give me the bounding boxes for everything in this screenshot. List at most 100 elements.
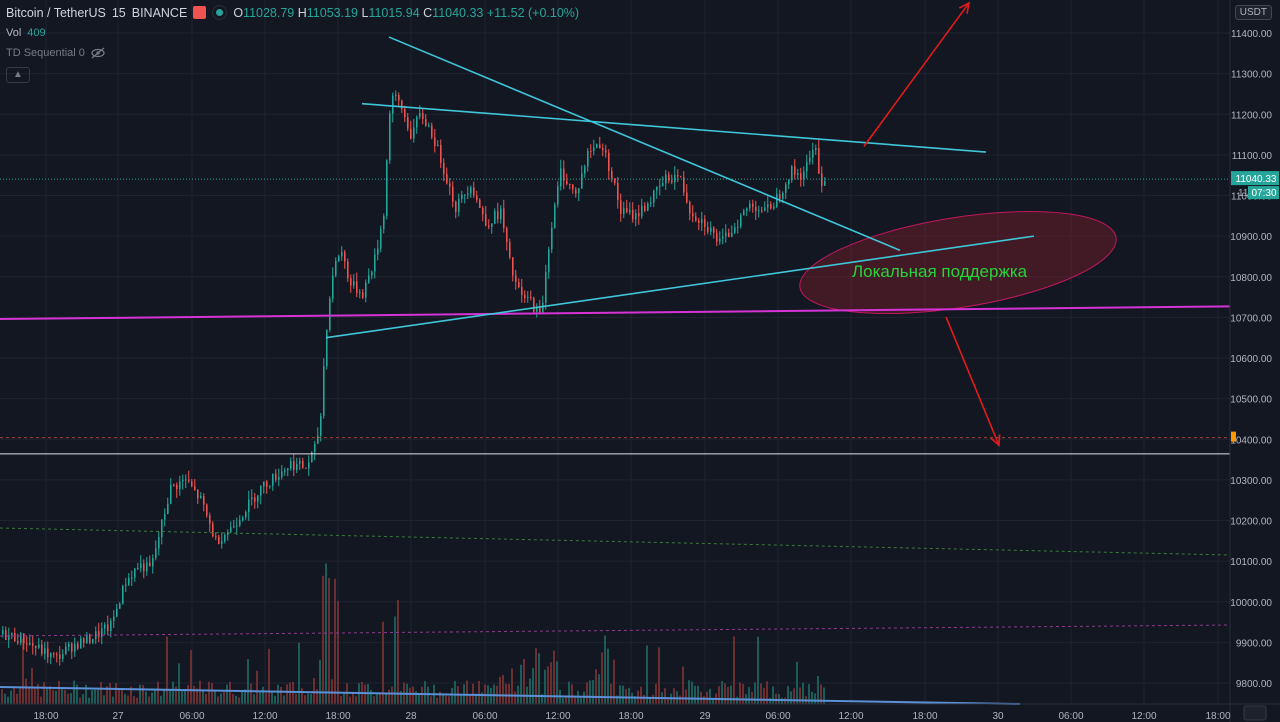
candle	[281, 471, 283, 477]
candle	[332, 275, 334, 299]
candle	[359, 292, 361, 294]
volume-bar	[241, 691, 243, 704]
volume-bar	[25, 678, 27, 704]
price-tick-label: 10600.00	[1230, 354, 1272, 365]
candle	[743, 210, 745, 216]
candle	[11, 633, 13, 635]
volume-bar	[316, 689, 318, 704]
volume-bar	[751, 691, 753, 704]
volume-bar	[118, 689, 120, 704]
volume-bar	[115, 683, 117, 704]
volume-bar	[736, 696, 738, 704]
volume-bar	[379, 694, 381, 704]
candle	[77, 643, 79, 649]
candle	[14, 633, 16, 642]
candle	[740, 215, 742, 227]
candle	[818, 148, 820, 174]
ma-line-blue	[0, 686, 1021, 705]
volume-bar	[7, 696, 9, 704]
volume-bar	[628, 687, 630, 704]
volume-bar	[430, 696, 432, 704]
horizontal-support-line	[0, 305, 1231, 320]
price-axis-background	[1230, 0, 1280, 722]
volume-bar	[274, 695, 276, 704]
candle	[656, 186, 658, 191]
volume-bar	[619, 685, 621, 704]
candle	[758, 210, 760, 212]
candle	[503, 208, 505, 228]
candle	[488, 225, 490, 227]
candle	[683, 177, 685, 193]
time-tick-label: 12:00	[838, 711, 863, 722]
candle	[641, 205, 643, 217]
volume-bar	[613, 659, 615, 704]
volume-bar	[472, 683, 474, 704]
candle	[269, 485, 271, 487]
symbol-name[interactable]: Bitcoin / TetherUS	[6, 5, 106, 20]
candle	[44, 648, 46, 654]
volume-bar	[343, 693, 345, 704]
price-tick-label: 10800.00	[1230, 273, 1272, 284]
volume-bar	[70, 693, 72, 704]
candle	[794, 166, 796, 175]
candle	[617, 182, 619, 201]
volume-bar	[445, 695, 447, 704]
interval[interactable]: 15	[111, 5, 126, 20]
candle	[521, 287, 523, 295]
flag-icon[interactable]	[193, 6, 207, 19]
volume-bar	[220, 693, 222, 704]
volume-bar	[160, 695, 162, 704]
volume-bar	[334, 578, 336, 704]
volume-bar	[199, 680, 201, 704]
volume-bar	[13, 686, 15, 704]
candle	[140, 563, 142, 568]
candle	[86, 634, 88, 643]
candle	[218, 536, 220, 544]
volume-bar	[265, 693, 267, 704]
volume-bar	[730, 685, 732, 704]
candle	[494, 211, 496, 224]
price-tick-label: 11300.00	[1231, 70, 1272, 81]
candle	[626, 208, 628, 213]
price-tick-label: 10300.00	[1230, 476, 1272, 487]
candle	[563, 168, 565, 181]
eye-hidden-icon[interactable]	[91, 47, 105, 59]
volume-bar	[583, 691, 585, 704]
candle	[290, 461, 292, 469]
volume-bar	[337, 600, 339, 704]
candle	[233, 526, 235, 528]
currency-badge[interactable]: USDT	[1234, 5, 1272, 20]
volume-bar	[547, 666, 549, 704]
candle	[791, 166, 793, 181]
volume-bar	[664, 688, 666, 704]
candle	[32, 643, 34, 646]
candle	[788, 180, 790, 185]
candle	[611, 170, 613, 179]
candle	[701, 219, 703, 223]
candle	[485, 214, 487, 226]
volume-bar	[538, 653, 540, 704]
candle	[191, 481, 193, 487]
price-tick-label: 10500.00	[1230, 395, 1272, 406]
volume-bar	[124, 693, 126, 704]
volume-bar	[724, 683, 726, 704]
volume-legend[interactable]: Vol 409	[6, 27, 46, 39]
volume-bar	[217, 696, 219, 704]
volume-bar	[169, 689, 171, 704]
volume-bar	[340, 695, 342, 704]
volume-bar	[10, 690, 12, 704]
price-tick-label: 10900.00	[1230, 232, 1272, 243]
volume-bar	[352, 692, 354, 704]
price-tick-label: 10200.00	[1230, 517, 1272, 528]
td-sequential-legend[interactable]: TD Sequential 0	[6, 47, 105, 59]
candle	[278, 476, 280, 480]
candle	[329, 298, 331, 330]
volume-bar	[16, 693, 18, 704]
candle	[404, 109, 406, 118]
volume-bar	[67, 693, 69, 704]
collapse-legend-button[interactable]: ▲	[6, 67, 30, 83]
volume-bar	[820, 684, 822, 704]
volume-bar	[481, 692, 483, 704]
volume-bar	[271, 691, 273, 704]
